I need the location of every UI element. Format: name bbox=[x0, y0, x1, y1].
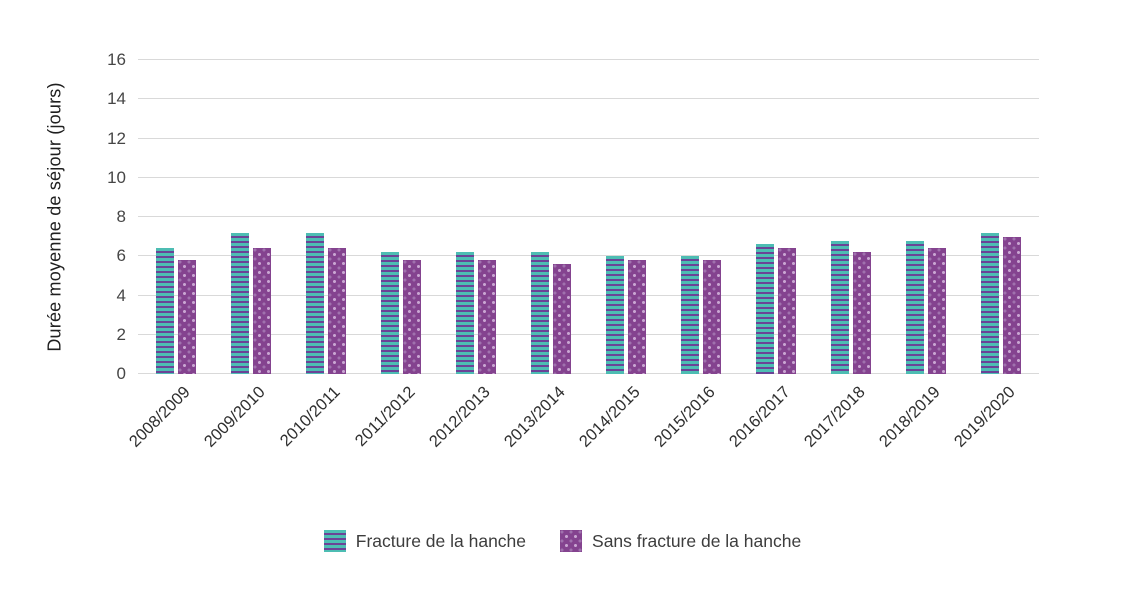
y-tick-label: 12 bbox=[107, 128, 126, 148]
bar-sans-fracture bbox=[327, 248, 346, 374]
bar-fracture bbox=[230, 232, 249, 374]
legend: Fracture de la hanche Sans fracture de l… bbox=[0, 530, 1125, 552]
bar-sans-fracture bbox=[703, 260, 722, 374]
plot-area bbox=[138, 59, 1039, 374]
bar-fracture bbox=[530, 252, 549, 374]
bar-fracture bbox=[981, 232, 1000, 374]
bar-fracture bbox=[681, 256, 700, 374]
gridline bbox=[138, 137, 1039, 139]
bar-sans-fracture bbox=[477, 260, 496, 374]
bar-fracture bbox=[380, 252, 399, 374]
y-tick-label: 16 bbox=[107, 50, 126, 69]
bar-fracture bbox=[756, 244, 775, 374]
bar-sans-fracture bbox=[552, 264, 571, 374]
bar-sans-fracture bbox=[1003, 236, 1022, 374]
bar-sans-fracture bbox=[853, 252, 872, 374]
y-tick-label: 10 bbox=[107, 167, 126, 187]
legend-label: Fracture de la hanche bbox=[355, 530, 527, 551]
gridline bbox=[138, 216, 1039, 217]
bar-sans-fracture bbox=[177, 260, 196, 374]
bar-fracture bbox=[155, 248, 174, 374]
bar-sans-fracture bbox=[252, 248, 271, 374]
bar-sans-fracture bbox=[628, 260, 647, 374]
gridline bbox=[138, 373, 1039, 374]
legend-label: Sans fracture de la hanche bbox=[592, 530, 802, 551]
y-tick-label: 2 bbox=[116, 324, 126, 344]
bar-sans-fracture bbox=[778, 248, 797, 374]
legend-swatch-dots-icon bbox=[560, 530, 583, 552]
y-tick-label: 4 bbox=[116, 285, 126, 305]
legend-item-sans-fracture: Sans fracture de la hanche bbox=[560, 530, 801, 552]
bar-fracture bbox=[305, 232, 324, 374]
bar-fracture bbox=[606, 256, 625, 374]
y-tick-label: 6 bbox=[116, 246, 126, 266]
legend-item-fracture: Fracture de la hanche bbox=[323, 530, 527, 552]
bar-fracture bbox=[831, 240, 850, 374]
gridline bbox=[138, 98, 1039, 100]
gridline bbox=[138, 333, 1039, 335]
gridline bbox=[138, 255, 1039, 257]
gridline bbox=[138, 176, 1039, 178]
gridline bbox=[138, 59, 1039, 60]
bar-sans-fracture bbox=[402, 260, 421, 374]
bar-fracture bbox=[455, 252, 474, 374]
bar-sans-fracture bbox=[928, 248, 947, 374]
bar-fracture bbox=[906, 240, 925, 374]
y-tick-label: 8 bbox=[116, 207, 126, 226]
gridline bbox=[138, 294, 1039, 296]
y-tick-label: 0 bbox=[116, 364, 126, 383]
legend-swatch-stripes-icon bbox=[323, 530, 346, 552]
y-tick-label: 14 bbox=[107, 89, 126, 109]
